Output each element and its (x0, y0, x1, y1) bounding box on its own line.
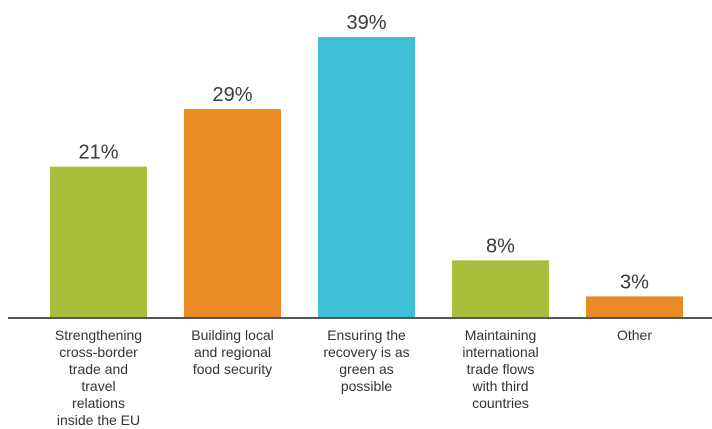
category-label-5: Other (617, 327, 652, 343)
bars-group (50, 37, 683, 318)
category-label-line: Ensuring the (327, 327, 406, 343)
category-label-line: Building local (191, 327, 274, 343)
category-label-line: international (462, 344, 538, 360)
category-label-line: recovery is as (323, 344, 409, 360)
value-label-5: 3% (620, 271, 649, 293)
bar-4 (452, 260, 549, 318)
category-label-line: cross-border (59, 344, 138, 360)
bar-1 (50, 167, 147, 318)
category-label-line: travel (81, 378, 115, 394)
value-label-1: 21% (78, 142, 118, 164)
category-label-line: with third (471, 378, 528, 394)
category-label-line: Strengthening (55, 327, 142, 343)
category-label-line: countries (472, 395, 529, 411)
bar-5 (586, 296, 683, 318)
category-label-line: green as (339, 361, 393, 377)
category-label-line: Other (617, 327, 652, 343)
bar-2 (184, 109, 281, 318)
bar-3 (318, 37, 415, 318)
category-label-3: Ensuring the recovery is as green as possib… (323, 327, 409, 394)
category-label-line: inside the EU (57, 412, 140, 428)
category-label-line: possible (341, 378, 393, 394)
category-label-line: trade flows (467, 361, 535, 377)
category-label-line: and regional (194, 344, 271, 360)
category-label-4: Maintaining international trade flows with … (462, 327, 538, 411)
category-label-line: food security (193, 361, 272, 377)
category-label-1: Strengthening cross-border trade and travel… (55, 327, 142, 428)
value-label-4: 8% (486, 235, 515, 257)
category-label-line: Maintaining (465, 327, 537, 343)
value-label-3: 39% (346, 12, 386, 34)
category-label-line: relations (72, 395, 125, 411)
category-label-2: Building local and regional food security (191, 327, 274, 377)
value-label-2: 29% (212, 84, 252, 106)
category-label-line: trade and (69, 361, 128, 377)
category-labels-group: Strengthening cross-border trade and travel… (55, 327, 652, 428)
